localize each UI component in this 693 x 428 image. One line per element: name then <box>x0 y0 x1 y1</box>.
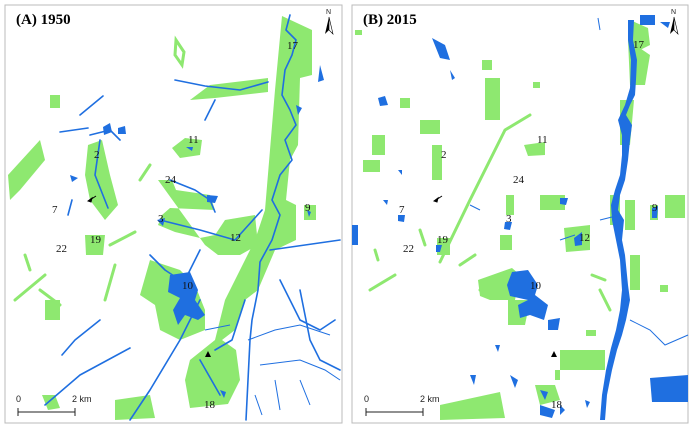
river-main <box>245 14 297 421</box>
site-label: 10 <box>182 280 193 292</box>
wetland-patch <box>85 235 105 255</box>
site-label: 3 <box>158 213 164 225</box>
wetland-patch <box>432 145 442 180</box>
wetland-patch <box>50 95 60 108</box>
lake-10 <box>507 270 548 320</box>
site-label: 9 <box>305 202 311 214</box>
stream-network <box>204 324 341 416</box>
river-main <box>600 20 637 420</box>
site-label: 10 <box>530 280 541 292</box>
panel-b-frame <box>351 4 689 424</box>
site-label: 18 <box>551 399 562 411</box>
site-label: 24 <box>513 174 524 186</box>
panel-a-title: (A) 1950 <box>16 12 71 28</box>
wetland-patch <box>185 16 312 408</box>
site-label: 7 <box>399 204 405 216</box>
site-marker-triangle <box>551 351 557 357</box>
wetland-patch <box>172 138 202 158</box>
north-label: N <box>326 9 332 16</box>
vegetation-strip <box>368 113 612 312</box>
wetland-patch <box>560 350 605 370</box>
wetland-patch <box>140 260 205 340</box>
site-label: 11 <box>188 134 199 146</box>
scale-bar <box>365 408 424 416</box>
site-label: 9 <box>652 202 658 214</box>
site-label: 19 <box>90 234 101 246</box>
wetland-patch <box>85 140 118 220</box>
scale-start: 0 <box>16 394 22 404</box>
wetland-patch <box>115 395 155 420</box>
scale-end: 2 km <box>72 394 92 404</box>
site-label: 22 <box>403 243 414 255</box>
wetland-patch <box>45 300 60 320</box>
wetland-patch <box>630 20 650 50</box>
site-label: 17 <box>633 39 644 51</box>
site-label: 12 <box>579 232 590 244</box>
site-label: 2 <box>94 149 100 161</box>
north-arrow-icon <box>325 16 334 35</box>
water-body <box>352 15 688 418</box>
site-label: 17 <box>287 40 298 52</box>
arrow-marker <box>86 195 97 203</box>
site-label: 7 <box>52 204 58 216</box>
wetland-patch <box>355 30 685 420</box>
wetland-patch <box>158 180 258 255</box>
stream <box>469 17 689 346</box>
site-label: 12 <box>230 232 241 244</box>
north-label: N <box>671 9 677 16</box>
panel-a-frame <box>4 4 343 424</box>
site-label: 22 <box>56 243 67 255</box>
site-label: 18 <box>204 399 215 411</box>
site-label: 24 <box>165 174 176 186</box>
site-label: 11 <box>537 134 548 146</box>
site-label: 2 <box>441 149 447 161</box>
panel-a-map <box>8 14 341 421</box>
scale-end: 2 km <box>420 394 440 404</box>
arrow-marker <box>432 195 443 203</box>
panel-b-title: (B) 2015 <box>363 12 417 28</box>
site-label: 19 <box>437 234 448 246</box>
scale-bar <box>17 408 76 416</box>
vegetation-strip <box>173 35 186 69</box>
wetland-patch <box>8 140 45 200</box>
vegetation-strip <box>13 163 152 307</box>
lake-10 <box>168 272 205 325</box>
site-label: 3 <box>506 213 512 225</box>
wetland-patch <box>42 395 60 410</box>
site-marker-triangle <box>205 351 211 357</box>
scale-start: 0 <box>364 394 370 404</box>
panel-b-map <box>352 15 689 420</box>
north-arrow-icon <box>670 16 679 35</box>
